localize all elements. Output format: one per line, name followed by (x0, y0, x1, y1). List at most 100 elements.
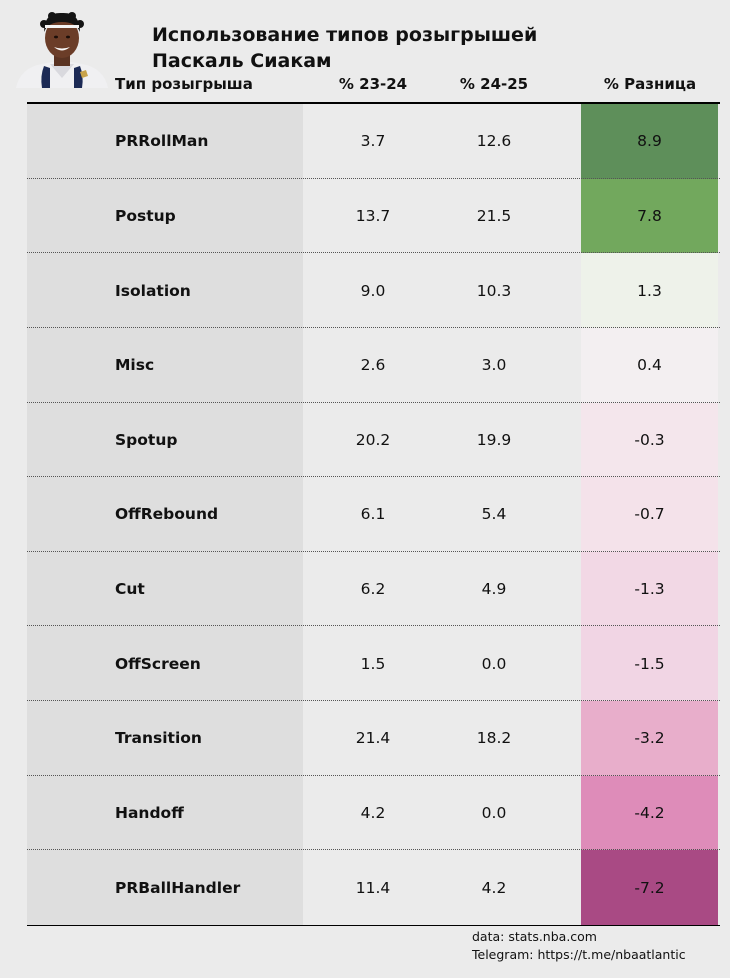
table-row: OffRebound 6.1 5.4 -0.7 (27, 477, 720, 552)
cell-diff-value: 8.9 (637, 132, 662, 151)
cell-diff-bg: -3.2 (581, 701, 718, 776)
cell-season2-value: 18.2 (476, 729, 512, 748)
cell-diff-value: -3.2 (634, 729, 665, 748)
cell-season1-value: 11.4 (355, 878, 391, 897)
footer-telegram: Telegram: https://t.me/nbaatlantic (472, 947, 686, 962)
cell-season1-value: 1.5 (360, 654, 386, 673)
cell-season2-value: 21.5 (476, 206, 512, 225)
table-row: Spotup 20.2 19.9 -0.3 (27, 402, 720, 478)
cell-type-bg: Misc (27, 327, 303, 403)
row-separator (27, 476, 720, 478)
cell-diff-value: 1.3 (637, 281, 662, 300)
cell-season2-value: 19.9 (476, 430, 512, 449)
chart-title-line2: Паскаль Сиакам (152, 50, 332, 72)
cell-season2-value: 5.4 (481, 505, 507, 524)
table-row: Transition 21.4 18.2 -3.2 (27, 701, 720, 776)
cell-season1-value: 3.7 (360, 132, 386, 151)
cell-play-type: OffScreen (115, 654, 201, 673)
cell-season1-value: 6.1 (360, 505, 386, 524)
row-separator (27, 774, 720, 776)
table-row: Handoff 4.2 0.0 -4.2 (27, 775, 720, 851)
table-bottom-rule (27, 925, 720, 926)
cell-season1-value: 20.2 (355, 430, 391, 449)
table-row: Cut 6.2 4.9 -1.3 (27, 551, 720, 627)
cell-type-bg: PRRollMan (27, 104, 303, 179)
cell-season1-value: 2.6 (360, 356, 386, 375)
player-avatar (14, 10, 110, 88)
cell-diff-value: 7.8 (637, 206, 662, 225)
cell-diff-bg: -4.2 (581, 775, 718, 851)
cell-play-type: Postup (115, 206, 176, 225)
cell-type-bg: OffScreen (27, 626, 303, 702)
cell-type-bg: Postup (27, 178, 303, 254)
cell-season1-value: 4.2 (360, 804, 386, 823)
cell-diff-bg: -0.7 (581, 477, 718, 552)
row-separator (27, 550, 720, 552)
cell-play-type: Handoff (115, 804, 184, 823)
cell-season1-value: 9.0 (360, 281, 386, 300)
cell-diff-bg: 8.9 (581, 104, 718, 179)
cell-diff-bg: 0.4 (581, 327, 718, 403)
row-separator (27, 625, 720, 627)
cell-season2-value: 0.0 (481, 654, 507, 673)
row-separator (27, 326, 720, 328)
cell-diff-value: -1.3 (634, 580, 665, 599)
column-header-diff: % Разница (603, 75, 697, 93)
cell-season2-value: 3.0 (481, 356, 507, 375)
cell-type-bg: Handoff (27, 775, 303, 851)
chart-title-line1: Использование типов розыгрышей (152, 24, 538, 46)
row-separator (27, 177, 720, 179)
table-row: Isolation 9.0 10.3 1.3 (27, 253, 720, 328)
cell-diff-bg: -0.3 (581, 402, 718, 478)
table-row: Misc 2.6 3.0 0.4 (27, 327, 720, 403)
row-separator (27, 849, 720, 851)
row-separator (27, 700, 720, 702)
chart-title: Использование типов розыгрышей Паскаль С… (152, 22, 537, 74)
cell-type-bg: Isolation (27, 253, 303, 328)
cell-diff-bg: -7.2 (581, 850, 718, 925)
cell-season1-value: 21.4 (355, 729, 391, 748)
cell-type-bg: PRBallHandler (27, 850, 303, 925)
cell-type-bg: Spotup (27, 402, 303, 478)
table-top-rule (27, 102, 720, 104)
cell-play-type: PRBallHandler (115, 878, 241, 897)
cell-season2-value: 4.2 (481, 878, 507, 897)
cell-season2-value: 0.0 (481, 804, 507, 823)
play-type-table: PRRollMan 3.7 12.6 8.9 Postup 13.7 21.5 7.8 Isol… (27, 104, 720, 925)
cell-season2-value: 10.3 (476, 281, 512, 300)
cell-season1-value: 13.7 (355, 206, 391, 225)
cell-play-type: Cut (115, 580, 145, 599)
cell-diff-bg: 1.3 (581, 253, 718, 328)
footer: data: stats.nba.com Telegram: https://t.… (472, 928, 686, 964)
cell-type-bg: Cut (27, 551, 303, 627)
table-row: OffScreen 1.5 0.0 -1.5 (27, 626, 720, 702)
cell-play-type: Spotup (115, 430, 178, 449)
cell-diff-value: -7.2 (634, 878, 665, 897)
table-row: Postup 13.7 21.5 7.8 (27, 178, 720, 254)
cell-type-bg: Transition (27, 701, 303, 776)
cell-diff-bg: 7.8 (581, 178, 718, 254)
cell-diff-value: 0.4 (637, 356, 662, 375)
column-header-type: Тип розыгрыша (115, 75, 253, 93)
column-header-season2: % 24-25 (459, 75, 529, 93)
cell-play-type: Isolation (115, 281, 191, 300)
cell-play-type: Misc (115, 356, 155, 375)
cell-type-bg: OffRebound (27, 477, 303, 552)
table-row: PRRollMan 3.7 12.6 8.9 (27, 104, 720, 179)
cell-diff-value: -0.3 (634, 430, 665, 449)
table-row: PRBallHandler 11.4 4.2 -7.2 (27, 850, 720, 925)
cell-diff-value: -0.7 (634, 505, 665, 524)
cell-season2-value: 4.9 (481, 580, 507, 599)
cell-season1-value: 6.2 (360, 580, 386, 599)
column-header-season1: % 23-24 (338, 75, 408, 93)
cell-season2-value: 12.6 (476, 132, 512, 151)
row-separator (27, 401, 720, 403)
cell-diff-value: -1.5 (634, 654, 665, 673)
cell-diff-bg: -1.3 (581, 551, 718, 627)
cell-diff-value: -4.2 (634, 804, 665, 823)
footer-source: data: stats.nba.com (472, 929, 597, 944)
cell-play-type: OffRebound (115, 505, 219, 524)
cell-play-type: PRRollMan (115, 132, 209, 151)
cell-play-type: Transition (115, 729, 202, 748)
row-separator (27, 252, 720, 254)
